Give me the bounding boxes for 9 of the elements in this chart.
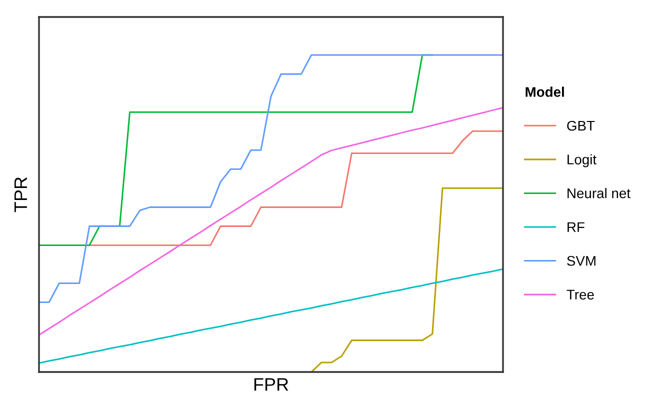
x-axis-title: FPR [254,378,288,391]
legend-label: SVM [567,256,596,266]
legend-label: GBT [567,120,595,131]
y-axis-title: TPR [14,177,27,212]
legend-label: Tree [566,290,594,300]
legend-label: RF [568,222,584,232]
legend-label: Neural net [568,188,630,198]
legend-title: Model [526,86,564,97]
legend-label: Logit [568,154,596,168]
